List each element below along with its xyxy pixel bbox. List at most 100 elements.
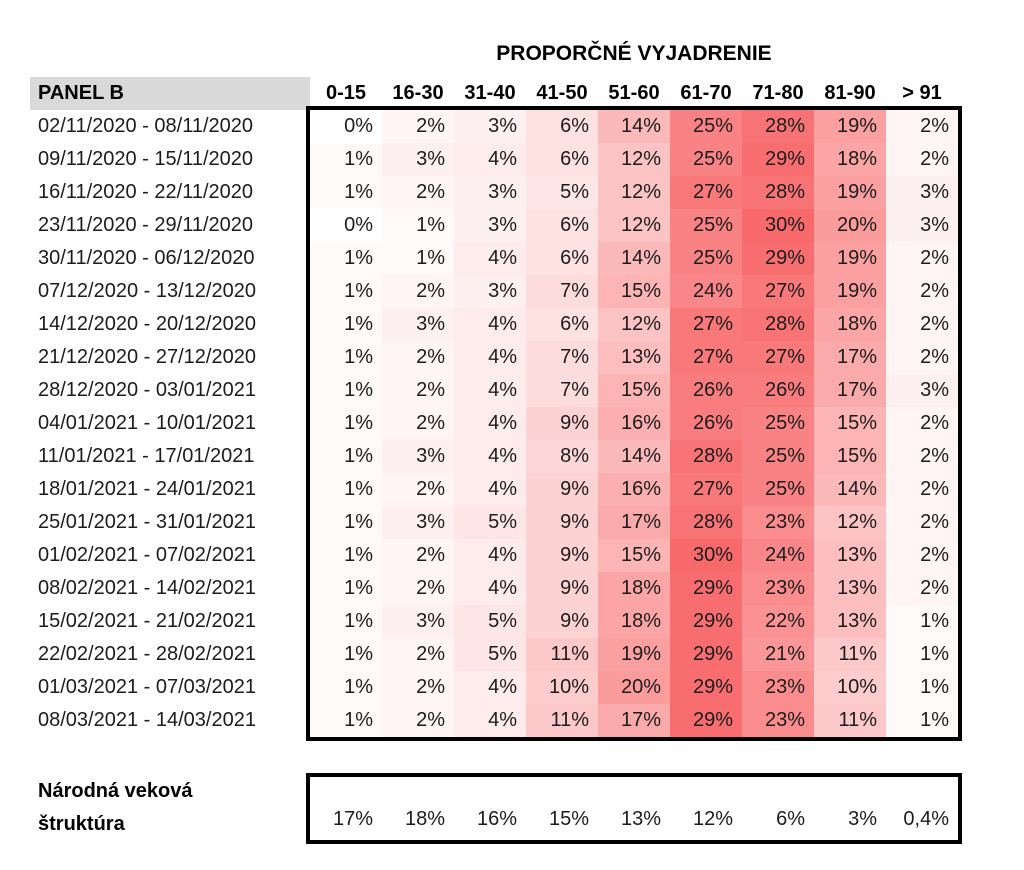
heatmap-cell: 29%: [670, 605, 742, 638]
row-label: 30/11/2020 - 06/12/2020: [38, 247, 255, 269]
heatmap-cell: 1%: [310, 440, 382, 473]
heatmap-cell: 30%: [742, 209, 814, 242]
heatmap-cell: 2%: [886, 539, 958, 572]
heatmap-cell: 3%: [454, 209, 526, 242]
column-header: 51-60: [608, 82, 660, 104]
heatmap-cell: 9%: [526, 605, 598, 638]
heatmap-cell: 2%: [886, 341, 958, 374]
heatmap-cell: 3%: [382, 506, 454, 539]
heatmap-cell: 7%: [526, 341, 598, 374]
row-label: 18/01/2021 - 24/01/2021: [38, 478, 256, 500]
heatmap-cell: 14%: [598, 440, 670, 473]
heatmap-cell: 9%: [526, 473, 598, 506]
row-label: 01/02/2021 - 07/02/2021: [38, 544, 256, 566]
heatmap-cell: 9%: [526, 407, 598, 440]
heatmap-cell: 1%: [310, 275, 382, 308]
heatmap-cell: 0%: [310, 209, 382, 242]
heatmap-cell: 3%: [454, 176, 526, 209]
heatmap-cell: 2%: [382, 473, 454, 506]
heatmap-cell: 27%: [670, 341, 742, 374]
row-label: 25/01/2021 - 31/01/2021: [38, 511, 256, 533]
footer-value-cell: 13%: [620, 808, 661, 830]
footer-value-cell: 3%: [848, 808, 877, 830]
heatmap-cell: 4%: [454, 473, 526, 506]
row-label: 15/02/2021 - 21/02/2021: [38, 610, 256, 632]
heatmap-cell: 2%: [886, 572, 958, 605]
heatmap-cell: 2%: [382, 407, 454, 440]
heatmap-cell: 1%: [886, 671, 958, 704]
heatmap-cell: 4%: [454, 242, 526, 275]
heatmap-cell: 7%: [526, 374, 598, 407]
heatmap-cell: 17%: [814, 341, 886, 374]
heatmap-cell: 1%: [382, 209, 454, 242]
heatmap-cell: 14%: [598, 110, 670, 143]
heatmap-cell: 1%: [310, 506, 382, 539]
heatmap-cell: 2%: [886, 110, 958, 143]
heatmap-cell: 19%: [814, 275, 886, 308]
heatmap-cell: 27%: [742, 275, 814, 308]
heatmap-cell: 3%: [454, 275, 526, 308]
heatmap-cell: 26%: [670, 374, 742, 407]
footer-value-cell: 6%: [776, 808, 805, 830]
heatmap-cell: 6%: [526, 242, 598, 275]
heatmap-cell: 28%: [742, 176, 814, 209]
heatmap-cell: 9%: [526, 506, 598, 539]
chart-title: PROPORČNÉ VYJADRENIE: [496, 42, 772, 65]
heatmap-cell: 14%: [814, 473, 886, 506]
heatmap-cell: 4%: [454, 671, 526, 704]
heatmap-cell: 2%: [382, 110, 454, 143]
heatmap-cell: 5%: [454, 506, 526, 539]
heatmap-cell: 4%: [454, 341, 526, 374]
row-label: 14/12/2020 - 20/12/2020: [38, 313, 256, 335]
row-label: 22/02/2021 - 28/02/2021: [38, 643, 256, 665]
heatmap-cell: 0%: [310, 110, 382, 143]
heatmap-cell: 7%: [526, 275, 598, 308]
heatmap-cell: 1%: [310, 308, 382, 341]
heatmap-cell: 4%: [454, 704, 526, 737]
heatmap-cell: 9%: [526, 572, 598, 605]
heatmap-cell: 21%: [742, 638, 814, 671]
heatmap-cell: 12%: [598, 209, 670, 242]
footer-value-cell: 18%: [404, 808, 445, 830]
heatmap-cell: 4%: [454, 407, 526, 440]
column-header: > 91: [902, 82, 942, 104]
heatmap-cell: 5%: [454, 638, 526, 671]
heatmap-cell: 15%: [598, 539, 670, 572]
heatmap-cell: 1%: [310, 143, 382, 176]
heatmap-cell: 23%: [742, 572, 814, 605]
heatmap-cell: 27%: [742, 341, 814, 374]
heatmap-cell: 24%: [670, 275, 742, 308]
heatmap-cell: 2%: [886, 308, 958, 341]
heatmap-cell: 2%: [382, 176, 454, 209]
heatmap-cell: 15%: [598, 374, 670, 407]
heatmap-cell: 28%: [670, 506, 742, 539]
column-header: 31-40: [464, 82, 516, 104]
heatmap-cell: 2%: [886, 506, 958, 539]
heatmap-cell: 1%: [310, 176, 382, 209]
heatmap-cell: 1%: [886, 605, 958, 638]
column-header: 81-90: [824, 82, 876, 104]
heatmap-cell: 22%: [742, 605, 814, 638]
heatmap-cell: 2%: [382, 275, 454, 308]
heatmap-cell: 18%: [598, 572, 670, 605]
row-label: 21/12/2020 - 27/12/2020: [38, 346, 256, 368]
footer-label-line1: Národná veková: [38, 780, 193, 802]
heatmap-cell: 12%: [598, 176, 670, 209]
heatmap-cell: 29%: [670, 638, 742, 671]
heatmap-cell: 1%: [886, 638, 958, 671]
heatmap-cell: 3%: [886, 176, 958, 209]
heatmap-cell: 25%: [670, 209, 742, 242]
heatmap-cell: 1%: [310, 407, 382, 440]
heatmap-cell: 1%: [310, 671, 382, 704]
heatmap-cell: 26%: [742, 374, 814, 407]
heatmap-cell: 29%: [670, 572, 742, 605]
heatmap-cell: 15%: [598, 275, 670, 308]
heatmap-cell: 3%: [382, 605, 454, 638]
heatmap-cell: 18%: [814, 308, 886, 341]
heatmap-cell: 27%: [670, 473, 742, 506]
heatmap-cell: 1%: [310, 473, 382, 506]
heatmap-cell: 10%: [526, 671, 598, 704]
panel-label: PANEL B: [30, 77, 310, 110]
heatmap-cell: 1%: [886, 704, 958, 737]
row-label: 16/11/2020 - 22/11/2020: [38, 181, 253, 203]
